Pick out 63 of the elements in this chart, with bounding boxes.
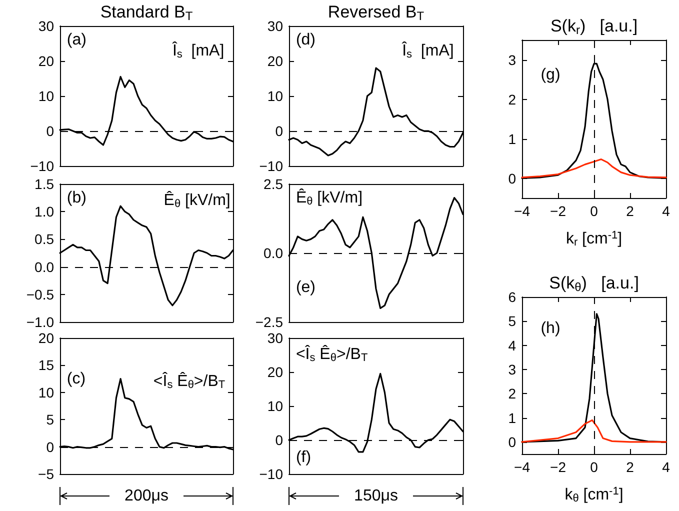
y-tick-label: 0 (508, 170, 516, 186)
y-tick-label: 15 (38, 357, 54, 374)
y-tick-label: 2 (508, 386, 516, 402)
y-tick-label: 10 (38, 88, 54, 104)
y-tick-label: 20 (38, 330, 54, 346)
annotation: (e) (296, 279, 316, 296)
annotation: (d) (296, 32, 316, 48)
y-tick-label: 0.0 (264, 245, 284, 261)
y-tick-label: 2.5 (264, 176, 284, 192)
y-tick-label: 5 (508, 313, 516, 330)
annotation: (g) (540, 66, 560, 84)
annotation: (h) (540, 320, 560, 337)
y-tick-label: −0.5 (26, 286, 54, 302)
y-tick-label: 0.0 (34, 258, 54, 275)
y-tick-label: 0 (46, 438, 54, 455)
y-tick-label: 10 (267, 398, 284, 414)
y-tick-label: −2.5 (255, 314, 284, 330)
x-tick-label: 2 (626, 203, 634, 219)
annotation: (f) (296, 449, 312, 466)
y-tick-label: 0 (508, 434, 516, 450)
line-series (521, 419, 667, 443)
x-tick-label: −2 (550, 203, 566, 219)
y-tick-label: 10 (267, 88, 284, 104)
y-tick-label: 30 (38, 18, 54, 34)
text: 200μs (124, 487, 168, 504)
x-tick-label: 2 (626, 459, 634, 475)
x-tick-label: −4 (514, 203, 530, 219)
annotation: (a) (66, 32, 86, 48)
annotation: (b) (66, 189, 86, 206)
x-tick-label: 0 (590, 203, 598, 219)
y-tick-label: 3 (508, 361, 516, 378)
y-tick-label: 30 (267, 330, 284, 346)
y-tick-label: 2 (508, 91, 516, 108)
y-tick-label: 1 (508, 410, 516, 426)
y-tick-label: 0 (275, 123, 284, 139)
x-tick-label: 4 (662, 459, 670, 475)
y-tick-label: 0 (46, 123, 54, 139)
x-tick-label: −4 (514, 459, 530, 475)
y-tick-label: 30 (267, 18, 284, 34)
y-tick-label: 1.5 (34, 176, 54, 192)
y-tick-label: −10 (30, 158, 54, 174)
x-tick-label: 0 (590, 459, 598, 475)
y-tick-label: −10 (259, 158, 284, 174)
text: 150μs (354, 487, 398, 504)
y-tick-label: −1.0 (26, 314, 54, 330)
x-tick-label: −2 (550, 459, 566, 475)
line-series (521, 158, 667, 178)
y-tick-label: 0 (275, 432, 284, 448)
y-tick-label: 3 (508, 52, 516, 68)
y-tick-label: 0.5 (34, 231, 54, 248)
y-tick-label: 1 (508, 130, 516, 147)
y-tick-label: 4 (508, 337, 516, 354)
y-tick-label: 5 (46, 412, 54, 428)
y-tick-label: −10 (259, 466, 284, 482)
x-tick-label: 4 (662, 203, 670, 219)
y-tick-label: 10 (38, 384, 54, 400)
y-tick-label: 6 (508, 289, 516, 305)
y-tick-label: 20 (267, 364, 284, 380)
annotation: (c) (66, 370, 86, 388)
y-tick-label: −5 (38, 466, 54, 482)
y-tick-label: 1.0 (34, 204, 54, 220)
y-tick-label: 20 (267, 53, 284, 69)
y-tick-label: 20 (38, 53, 54, 69)
